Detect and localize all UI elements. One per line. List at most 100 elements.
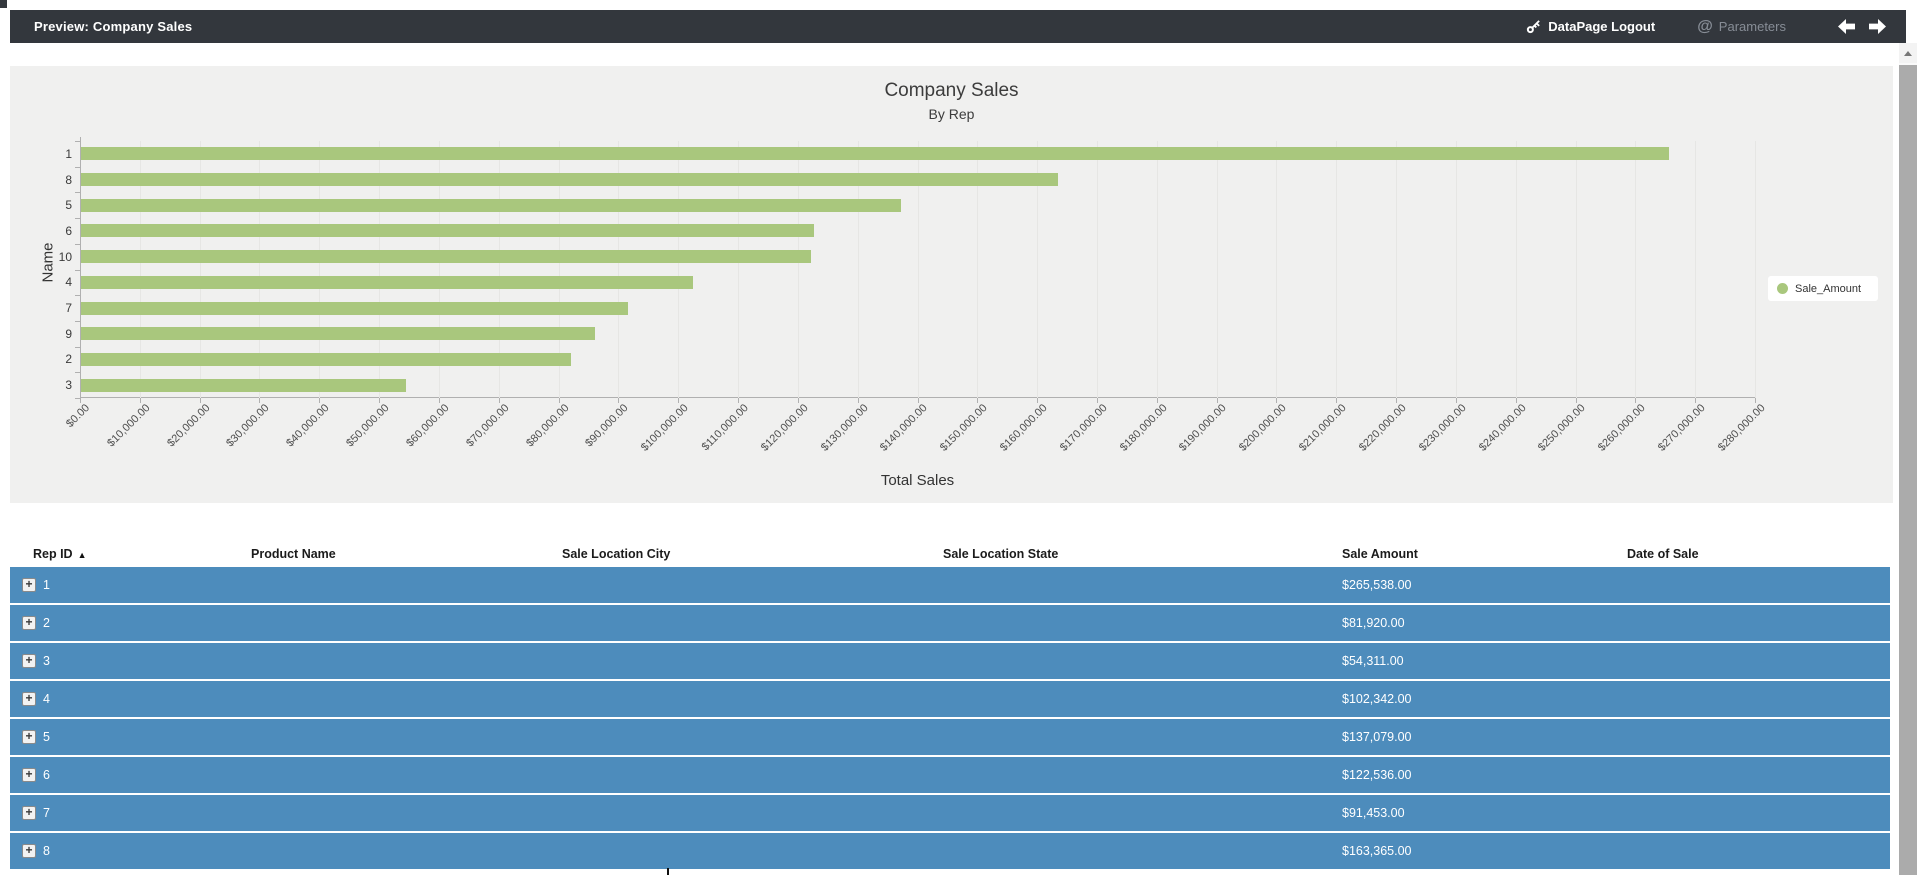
- chart-gridline: [379, 141, 381, 398]
- column-header-sale-location-state[interactable]: Sale Location State: [943, 546, 1059, 561]
- chart-area: Company Sales By Rep Name 1 8 5 6 10 4 7 9 2 3 $0.…: [10, 66, 1893, 503]
- x-axis-tick: [1575, 398, 1577, 403]
- expand-row-button[interactable]: +: [22, 844, 36, 858]
- x-tick-label: $200,000.00: [1237, 402, 1289, 454]
- sale-amount-cell: $81,920.00: [1342, 616, 1405, 630]
- x-axis-tick: [738, 398, 740, 403]
- y-axis-tick: [75, 141, 80, 142]
- chart-gridline: [1515, 141, 1517, 398]
- bar: [81, 224, 814, 238]
- x-tick-label: $210,000.00: [1296, 402, 1349, 454]
- x-axis-tick: [1755, 398, 1756, 403]
- column-header-date-of-sale[interactable]: Date of Sale: [1627, 546, 1699, 561]
- chart-gridline: [678, 141, 680, 398]
- x-axis-tick: [1396, 398, 1398, 403]
- text-cursor-artifact: [667, 868, 669, 875]
- x-tick-label: $150,000.00: [938, 402, 990, 454]
- x-axis-tick: [1096, 398, 1098, 403]
- logout-label: DataPage Logout: [1548, 19, 1656, 34]
- chart-gridline: [1396, 141, 1398, 398]
- chart-gridline: [259, 141, 261, 398]
- y-axis-tick: [75, 372, 80, 374]
- y-tick-label: 1: [65, 146, 72, 161]
- y-axis-tick: [75, 269, 80, 271]
- column-header-product-name[interactable]: Product Name: [251, 546, 336, 561]
- rep-id-cell: 8: [43, 844, 50, 858]
- y-axis-tick: [75, 320, 80, 322]
- x-tick-label: $60,000.00: [403, 402, 452, 450]
- y-tick-label: 6: [65, 223, 72, 238]
- x-axis-tick: [797, 398, 799, 403]
- scrollbar-up-button[interactable]: [1899, 43, 1917, 63]
- y-tick-label: 9: [65, 326, 72, 341]
- x-axis-tick: [558, 398, 560, 403]
- chart-gridline: [498, 141, 500, 398]
- x-axis-tick: [618, 398, 620, 403]
- rep-id-cell: 4: [43, 692, 50, 706]
- sale-amount-cell: $102,342.00: [1342, 692, 1412, 706]
- rep-id-cell: 5: [43, 730, 50, 744]
- bar: [81, 301, 628, 315]
- y-axis-line: [80, 137, 81, 398]
- chart-gridline: [1156, 141, 1158, 398]
- x-tick-label: $230,000.00: [1416, 402, 1469, 454]
- forward-button[interactable]: [1869, 19, 1886, 34]
- sale-amount-cell: $265,538.00: [1342, 578, 1412, 592]
- x-axis-tick: [498, 398, 500, 403]
- chart-gridline: [319, 141, 321, 398]
- x-axis-tick: [319, 398, 321, 403]
- x-tick-label: $190,000.00: [1177, 402, 1230, 454]
- column-header-sale-location-city[interactable]: Sale Location City: [562, 546, 671, 561]
- x-axis-title: Total Sales: [880, 472, 955, 489]
- bar: [81, 250, 811, 264]
- column-header-rep-id[interactable]: Rep ID ▲: [33, 546, 87, 561]
- x-tick-label: $240,000.00: [1476, 402, 1529, 454]
- back-button[interactable]: [1838, 19, 1855, 34]
- scrollbar-thumb[interactable]: [1899, 65, 1917, 875]
- expand-row-button[interactable]: +: [22, 654, 36, 668]
- x-axis-tick: [379, 398, 381, 403]
- y-tick-label: 7: [65, 301, 72, 316]
- sale-amount-cell: $163,365.00: [1342, 844, 1412, 858]
- x-tick-label: $270,000.00: [1655, 402, 1708, 454]
- y-tick-label: 10: [58, 249, 72, 264]
- chart-gridline: [1096, 141, 1098, 398]
- chart-gridline: [1216, 141, 1218, 398]
- x-tick-label: $90,000.00: [583, 402, 631, 450]
- expand-row-button[interactable]: +: [22, 806, 36, 820]
- expand-row-button[interactable]: +: [22, 730, 36, 744]
- rep-id-cell: 6: [43, 768, 50, 782]
- x-tick-label: $260,000.00: [1596, 402, 1648, 454]
- y-axis-tick: [75, 218, 80, 220]
- x-tick-label: $160,000.00: [997, 402, 1050, 454]
- expand-row-button[interactable]: +: [22, 616, 36, 630]
- chart-gridline: [1575, 141, 1577, 398]
- page-title: Preview: Company Sales: [34, 19, 193, 34]
- x-tick-label: $170,000.00: [1057, 402, 1110, 454]
- parameters-button[interactable]: @ Parameters: [1697, 18, 1786, 36]
- y-tick-label: 8: [65, 172, 72, 187]
- datapage-logout-button[interactable]: DataPage Logout: [1526, 19, 1655, 34]
- x-tick-label: $120,000.00: [758, 402, 811, 454]
- expand-row-button[interactable]: +: [22, 692, 36, 706]
- x-tick-label: $50,000.00: [344, 402, 392, 450]
- y-tick-label: 5: [65, 198, 72, 213]
- x-axis-tick: [977, 398, 979, 403]
- x-tick-label: $100,000.00: [638, 402, 691, 454]
- y-axis-tick: [75, 346, 80, 348]
- vertical-scrollbar[interactable]: [1899, 43, 1917, 875]
- legend-swatch: [1777, 283, 1788, 294]
- x-tick-label: $280,000.00: [1715, 402, 1768, 454]
- chart-gridline: [1336, 141, 1338, 398]
- expand-row-button[interactable]: +: [22, 768, 36, 782]
- x-tick-label: $0.00: [64, 402, 93, 430]
- x-tick-label: $20,000.00: [164, 402, 213, 450]
- table-row: +2 $81,920.00: [10, 605, 1890, 641]
- x-axis-tick: [259, 398, 261, 403]
- expand-row-button[interactable]: +: [22, 578, 36, 592]
- column-header-sale-amount[interactable]: Sale Amount: [1342, 546, 1418, 561]
- report-table: Rep ID ▲ Product Name Sale Location City Sal…: [10, 540, 1890, 869]
- x-tick-label: $40,000.00: [284, 402, 332, 450]
- x-axis-tick: [1037, 398, 1039, 403]
- table-row: +3 $54,311.00: [10, 643, 1890, 679]
